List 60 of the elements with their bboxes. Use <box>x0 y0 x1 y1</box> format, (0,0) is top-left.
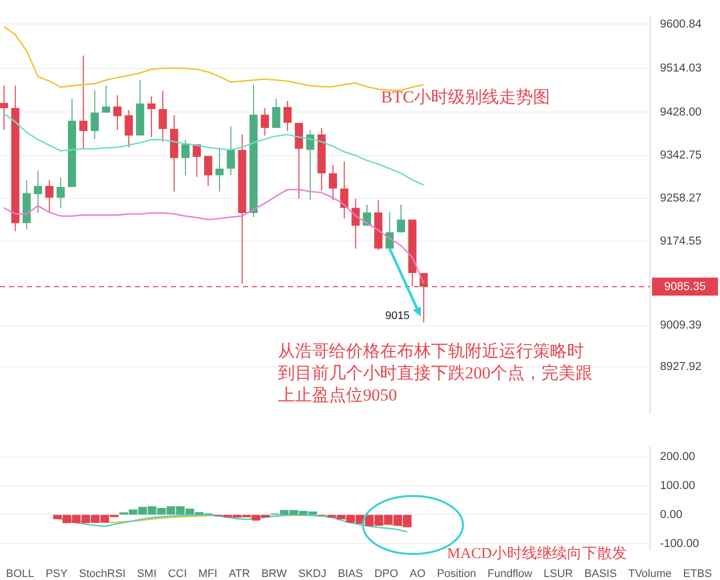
text: ETBS <box>683 567 712 580</box>
y-tick-label: 8927.92 <box>660 360 702 373</box>
text: StochRSI <box>79 567 126 580</box>
candlestick <box>396 204 406 233</box>
candlestick <box>192 144 201 178</box>
ref-line-label: 9085.35 <box>664 280 706 293</box>
y-tick-label: 9514.03 <box>660 62 702 74</box>
candlestick <box>45 179 54 214</box>
text: LSUR <box>544 567 573 580</box>
text: DPO <box>374 567 398 580</box>
candlestick <box>79 55 88 150</box>
candlestick <box>272 98 280 128</box>
text: ATR <box>228 567 250 580</box>
candlestick <box>226 126 235 176</box>
annotation: 9015 <box>385 310 410 322</box>
text: Fundflow <box>488 567 532 580</box>
text: SKDJ <box>298 567 326 580</box>
text: BASIS <box>584 567 617 580</box>
candlestick <box>340 161 348 220</box>
candlestick <box>56 177 65 208</box>
text: AO <box>410 567 426 580</box>
y-tick-label: 9428.00 <box>660 106 702 118</box>
candlestick <box>102 85 110 114</box>
candlestick <box>147 96 156 138</box>
candlestick <box>113 94 122 130</box>
candlestick <box>181 139 190 176</box>
text: CCI <box>168 567 187 580</box>
candlestick <box>328 164 338 201</box>
candlestick <box>306 129 314 201</box>
candlestick <box>0 85 8 130</box>
candlestick <box>283 100 292 132</box>
text: Position <box>436 567 476 580</box>
y-tick-label: 9600.84 <box>660 18 702 30</box>
text: TVolume <box>628 567 672 580</box>
text: MFI <box>198 567 218 580</box>
candlestick <box>124 110 133 148</box>
y-tick-label: 9009.39 <box>660 319 702 332</box>
annotation: 从浩哥给价格在布林下轨附近运行策略时 <box>278 341 584 360</box>
text: MACD小时线继续向下散发 <box>447 544 628 562</box>
annotation: 到目前几个小时直接下跌200个点，完美跟 <box>278 363 592 382</box>
candlestick <box>158 90 167 142</box>
text: BTC小时级别线走势图 <box>381 87 550 106</box>
y-tick-label: 100.00 <box>660 480 696 492</box>
candlestick <box>204 155 212 186</box>
text: SMI <box>136 567 156 580</box>
candlestick <box>90 90 99 140</box>
y-tick-label: 9174.55 <box>660 235 702 248</box>
text: BOLL <box>6 567 34 580</box>
y-tick-label: 9342.75 <box>660 150 702 162</box>
y-tick-label: 200.00 <box>660 450 696 463</box>
candlestick <box>260 108 269 136</box>
candlestick <box>215 147 224 192</box>
text: BRW <box>261 567 287 580</box>
y-tick-label: 0.00 <box>660 508 682 521</box>
candlestick <box>34 170 42 214</box>
y-tick-label: 9258.27 <box>660 192 702 205</box>
text: PSY <box>46 567 68 580</box>
annotation: 上止盈点位9050 <box>278 385 397 404</box>
y-tick-label: -100.00 <box>660 538 700 550</box>
text: BIAS <box>338 567 363 580</box>
